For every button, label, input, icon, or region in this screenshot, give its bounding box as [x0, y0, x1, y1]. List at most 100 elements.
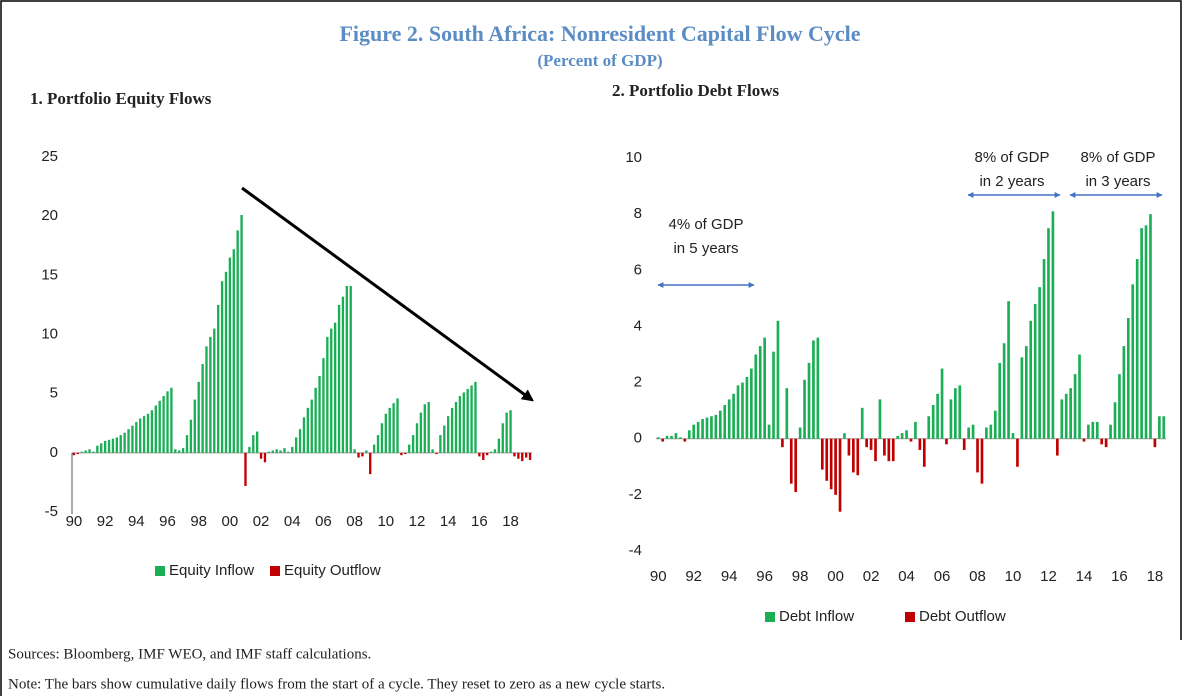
bar [781, 438, 784, 448]
x-tick-label: 94 [721, 568, 738, 585]
bar [1100, 438, 1104, 445]
x-tick-label: 12 [409, 513, 426, 530]
bar [244, 452, 247, 486]
bar [1158, 416, 1161, 439]
bar [369, 452, 372, 475]
bar [945, 438, 948, 445]
bar [123, 432, 126, 453]
bar [185, 435, 189, 453]
bar [922, 438, 926, 467]
bar [427, 401, 430, 453]
bar [259, 452, 263, 459]
x-tick-label: 90 [650, 568, 667, 585]
bar [443, 425, 446, 453]
bar [1042, 259, 1046, 439]
bar [776, 320, 780, 439]
bar [745, 376, 749, 439]
bar [298, 429, 302, 453]
bar [181, 448, 185, 453]
x-tick-label: 96 [756, 568, 773, 585]
x-tick-label: 14 [1076, 568, 1093, 585]
bar [980, 438, 984, 484]
bar [423, 404, 426, 453]
bar [718, 410, 722, 439]
bar [905, 430, 908, 439]
bar [119, 435, 122, 453]
bar [962, 438, 966, 450]
x-tick-label: 98 [190, 513, 207, 530]
bar [1007, 301, 1010, 439]
bar [865, 438, 868, 448]
figure-subtitle: (Percent of GDP) [537, 51, 662, 70]
x-tick-label: 02 [253, 513, 270, 530]
bar [478, 452, 481, 457]
sources: Sources: Bloomberg, IMF WEO, and IMF sta… [8, 646, 371, 662]
bar [1056, 438, 1059, 456]
bar [954, 388, 957, 439]
bar [1082, 438, 1086, 442]
legend-swatch [270, 566, 280, 576]
bar [754, 354, 758, 439]
bar [513, 452, 516, 457]
bar [349, 285, 352, 453]
bar [1069, 388, 1072, 439]
x-tick-label: 02 [863, 568, 880, 585]
bar [1126, 318, 1130, 439]
bar [263, 452, 267, 463]
panel-title: 2. Portfolio Debt Flows [612, 81, 780, 100]
bar [127, 429, 130, 453]
bar [209, 336, 212, 453]
bar [687, 430, 691, 439]
bar [1038, 287, 1041, 439]
trend-arrow [241, 186, 534, 402]
bar [96, 445, 99, 453]
bar [474, 381, 477, 453]
y-tick-label: 5 [50, 385, 58, 402]
bar [291, 446, 294, 453]
bar [1122, 346, 1126, 439]
bar [1047, 228, 1050, 439]
bar [998, 362, 1002, 439]
bar [1144, 225, 1148, 439]
bar [1135, 259, 1139, 439]
annotation: 8% of GDP [974, 149, 1049, 166]
bar [287, 451, 290, 453]
bar [482, 452, 485, 460]
y-tick-label: 10 [625, 149, 642, 166]
bar [918, 438, 922, 450]
bar [404, 452, 407, 455]
x-tick-label: 06 [934, 568, 951, 585]
bar [337, 304, 341, 453]
bar [1091, 421, 1095, 439]
bar [710, 416, 713, 439]
y-tick-label: 20 [41, 207, 58, 224]
bar [701, 419, 704, 439]
bar [1149, 214, 1152, 439]
legend-swatch [765, 612, 775, 622]
bar [431, 449, 434, 453]
bar [365, 450, 368, 453]
legend-swatch [905, 612, 915, 622]
bar [419, 412, 423, 453]
bar [794, 438, 798, 493]
x-tick-label: 06 [315, 513, 332, 530]
bar [170, 387, 173, 453]
figure-title: Figure 2. South Africa: Nonresident Capi… [339, 21, 860, 46]
bar [267, 451, 271, 453]
bar [896, 435, 900, 439]
bar [450, 407, 454, 453]
bar [1002, 343, 1006, 439]
bar [158, 400, 161, 453]
y-tick-label: 10 [41, 325, 58, 342]
bar [174, 449, 177, 453]
bar [306, 407, 310, 453]
bar [439, 435, 442, 453]
bar [162, 396, 165, 453]
bar [154, 405, 157, 453]
x-tick-label: 18 [502, 513, 519, 530]
bar [958, 385, 962, 439]
bar [326, 336, 329, 453]
bar [396, 398, 399, 453]
